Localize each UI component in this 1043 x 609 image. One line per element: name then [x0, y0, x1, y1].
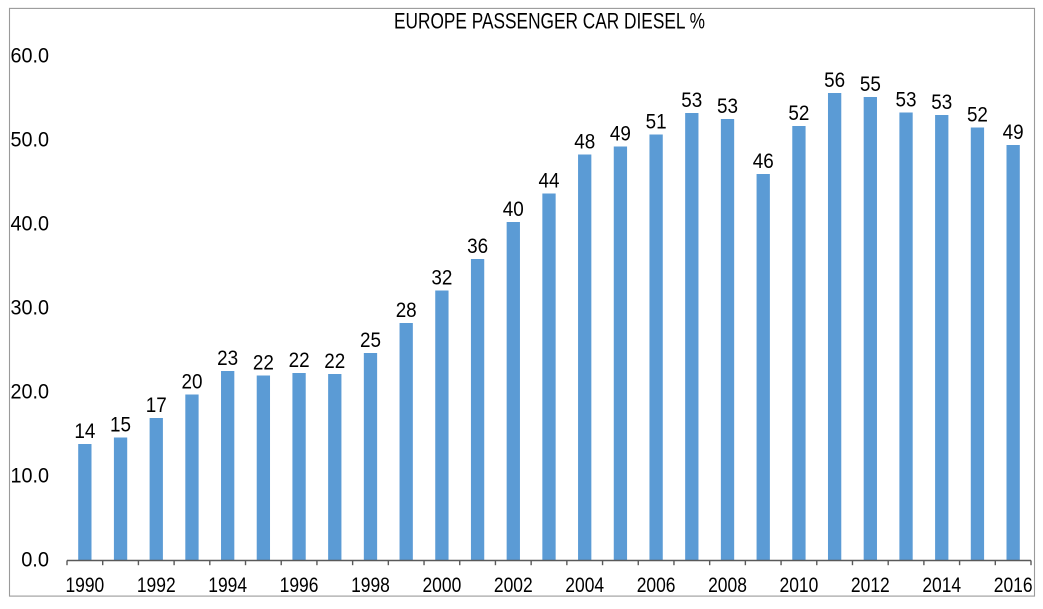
- svg-text:32: 32: [431, 267, 452, 290]
- svg-text:49: 49: [610, 123, 631, 146]
- svg-text:22: 22: [324, 350, 345, 373]
- svg-text:22: 22: [289, 349, 310, 372]
- svg-text:17: 17: [146, 394, 167, 417]
- svg-text:22: 22: [253, 352, 274, 375]
- svg-text:2006: 2006: [637, 574, 676, 597]
- svg-text:10.0: 10.0: [11, 465, 50, 488]
- svg-text:15: 15: [110, 414, 131, 437]
- svg-text:2016: 2016: [994, 574, 1033, 597]
- svg-text:52: 52: [788, 102, 809, 125]
- svg-text:0.0: 0.0: [21, 549, 49, 572]
- svg-text:30.0: 30.0: [11, 297, 50, 320]
- svg-text:40: 40: [503, 198, 524, 221]
- svg-text:2002: 2002: [494, 574, 533, 597]
- svg-text:2014: 2014: [922, 574, 961, 597]
- svg-text:40.0: 40.0: [11, 213, 50, 236]
- svg-text:53: 53: [931, 91, 952, 114]
- svg-text:2000: 2000: [422, 574, 461, 597]
- svg-text:EUROPE PASSENGER CAR DIESEL %: EUROPE PASSENGER CAR DIESEL %: [394, 9, 705, 34]
- svg-text:55: 55: [860, 73, 881, 96]
- svg-text:1990: 1990: [65, 574, 104, 597]
- svg-text:23: 23: [217, 347, 238, 370]
- svg-text:44: 44: [539, 170, 560, 193]
- svg-text:49: 49: [1003, 121, 1024, 144]
- svg-text:2008: 2008: [708, 574, 747, 597]
- svg-text:2012: 2012: [851, 574, 890, 597]
- svg-text:56: 56: [824, 69, 845, 92]
- svg-text:2010: 2010: [780, 574, 819, 597]
- svg-text:51: 51: [646, 111, 667, 134]
- svg-text:50.0: 50.0: [11, 129, 50, 152]
- svg-text:14: 14: [74, 420, 95, 443]
- svg-text:53: 53: [717, 95, 738, 118]
- svg-text:20: 20: [181, 371, 202, 394]
- svg-text:36: 36: [467, 235, 488, 258]
- svg-text:53: 53: [681, 89, 702, 112]
- svg-text:2004: 2004: [565, 574, 604, 597]
- svg-text:48: 48: [574, 131, 595, 154]
- svg-text:52: 52: [967, 104, 988, 127]
- svg-text:46: 46: [753, 150, 774, 173]
- svg-text:53: 53: [896, 89, 917, 112]
- svg-text:1996: 1996: [280, 574, 319, 597]
- svg-text:1992: 1992: [137, 574, 176, 597]
- svg-text:1994: 1994: [208, 574, 247, 597]
- svg-text:60.0: 60.0: [11, 45, 50, 68]
- svg-text:20.0: 20.0: [11, 381, 50, 404]
- svg-text:1998: 1998: [351, 574, 390, 597]
- svg-text:25: 25: [360, 329, 381, 352]
- svg-text:28: 28: [396, 299, 417, 322]
